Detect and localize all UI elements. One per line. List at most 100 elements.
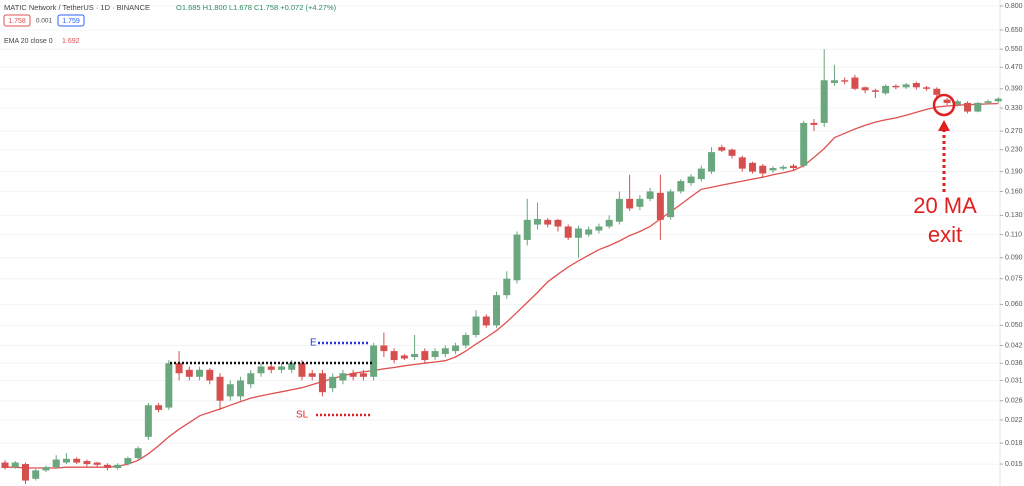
grid: [0, 5, 1000, 465]
candle-body: [441, 348, 449, 355]
candle-body: [605, 219, 613, 227]
candle-body: [677, 181, 685, 192]
candle-body: [861, 87, 869, 91]
candle-body: [329, 376, 337, 389]
y-tick-label: 0.026: [1005, 398, 1023, 405]
candle-body: [134, 448, 142, 459]
candle-body: [175, 363, 183, 374]
plot: [1, 49, 1002, 485]
candle-body: [964, 102, 972, 112]
candle-body: [155, 405, 163, 410]
candle-body: [984, 101, 992, 103]
candle-body: [882, 85, 890, 94]
y-tick-label: 0.050: [1005, 322, 1023, 329]
candle-body: [73, 458, 81, 463]
candle-body: [769, 168, 777, 171]
y-tick-label: 0.042: [1005, 342, 1023, 349]
y-tick-label: 0.390: [1005, 86, 1023, 93]
candle-body: [533, 218, 541, 225]
indicator-name: EMA 20 close 0: [4, 38, 53, 45]
candle-body: [42, 467, 50, 471]
candle-body: [165, 363, 173, 408]
y-tick-label: 0.330: [1005, 105, 1023, 112]
candle-body: [564, 226, 572, 238]
candle-body: [523, 219, 531, 240]
candle-body: [830, 80, 838, 84]
candle-body: [738, 157, 746, 169]
candle-body: [247, 373, 255, 385]
candle-body: [196, 369, 204, 377]
candle-body: [933, 88, 941, 95]
candle-body: [626, 198, 634, 209]
candle-body: [667, 191, 675, 218]
sell-price: 1.758: [8, 18, 26, 25]
candle-body: [585, 229, 593, 235]
candle-body: [871, 90, 879, 92]
candle-body: [800, 122, 808, 166]
candle-body: [902, 84, 910, 88]
y-tick-label: 0.230: [1005, 146, 1023, 153]
candle-body: [349, 373, 357, 377]
candle-body: [421, 351, 429, 361]
exit-arrowhead: [938, 120, 950, 131]
candle-body: [687, 176, 695, 184]
candle-body: [994, 98, 1002, 102]
candle-body: [820, 80, 828, 123]
candle-body: [339, 373, 347, 381]
candle-body: [308, 373, 316, 377]
sell-button[interactable]: [3, 14, 31, 27]
candle-body: [411, 354, 419, 358]
candle-body: [452, 345, 460, 352]
candle-body: [83, 461, 91, 465]
exit-label: 20 MA: [913, 193, 977, 218]
candle-body: [841, 80, 849, 82]
y-tick-label: 0.036: [1005, 360, 1023, 367]
y-tick-label: 0.031: [1005, 377, 1023, 384]
candle-body: [144, 405, 152, 437]
y-tick-label: 0.060: [1005, 301, 1023, 308]
candle-body: [513, 234, 521, 281]
candle-body: [697, 168, 705, 180]
candle-body: [288, 363, 296, 370]
candle-body: [728, 149, 736, 156]
candle-body: [646, 191, 654, 199]
candle-body: [656, 192, 664, 220]
candle-body: [708, 152, 716, 172]
candle-body: [482, 316, 490, 326]
spread: 0.001: [36, 18, 53, 25]
candle-body: [615, 198, 623, 222]
candle-body: [277, 366, 285, 370]
candle-body: [912, 83, 920, 88]
candle-body: [759, 165, 767, 174]
buy-price: 1.759: [62, 18, 80, 25]
symbol-title: MATIC Network / TetherUS · 1D · BINANCE: [4, 3, 150, 12]
y-tick-label: 0.550: [1005, 46, 1023, 53]
y-tick-label: 0.270: [1005, 128, 1023, 135]
exit-label: exit: [928, 222, 962, 247]
candle-body: [11, 462, 19, 468]
candle-body: [226, 384, 234, 397]
y-tick-label: 0.800: [1005, 3, 1023, 10]
candle-body: [749, 162, 757, 172]
candle-body: [257, 366, 265, 374]
candle-body: [359, 373, 367, 377]
candle-body: [298, 363, 306, 377]
indicator-value: 1.692: [62, 38, 80, 45]
candle-body: [124, 458, 132, 465]
candle-body: [923, 87, 931, 89]
candle-body: [370, 345, 378, 377]
y-tick-label: 0.090: [1005, 255, 1023, 262]
candle-body: [237, 380, 245, 397]
candle-body: [953, 101, 961, 105]
candle-body: [554, 219, 562, 227]
y-tick-label: 0.075: [1005, 276, 1023, 283]
candle-body: [400, 355, 408, 359]
candle-body: [636, 198, 644, 207]
candle-body: [789, 165, 797, 169]
candle-body: [21, 464, 29, 481]
candle-body: [943, 99, 951, 103]
y-tick-label: 0.160: [1005, 188, 1023, 195]
buy-button[interactable]: [57, 14, 85, 27]
y-tick-label: 0.470: [1005, 64, 1023, 71]
